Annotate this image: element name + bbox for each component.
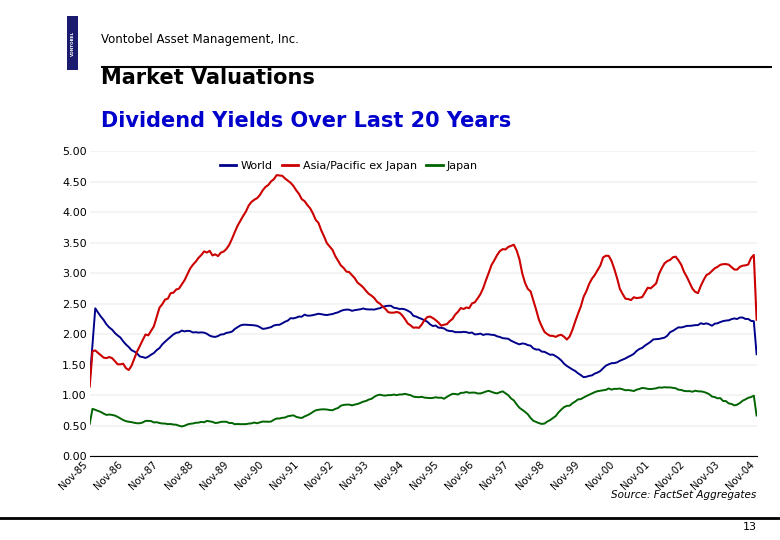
Text: VONTOBEL: VONTOBEL bbox=[71, 31, 75, 56]
Text: 13: 13 bbox=[743, 522, 757, 532]
Text: Market Valuations: Market Valuations bbox=[101, 68, 315, 87]
Legend: World, Asia/Pacific ex Japan, Japan: World, Asia/Pacific ex Japan, Japan bbox=[215, 157, 483, 176]
Text: Source: FactSet Aggregates: Source: FactSet Aggregates bbox=[612, 490, 757, 501]
Bar bbox=[67, 16, 78, 70]
Text: Dividend Yields Over Last 20 Years: Dividend Yields Over Last 20 Years bbox=[101, 111, 512, 131]
Text: Vontobel Asset Management, Inc.: Vontobel Asset Management, Inc. bbox=[101, 33, 300, 46]
